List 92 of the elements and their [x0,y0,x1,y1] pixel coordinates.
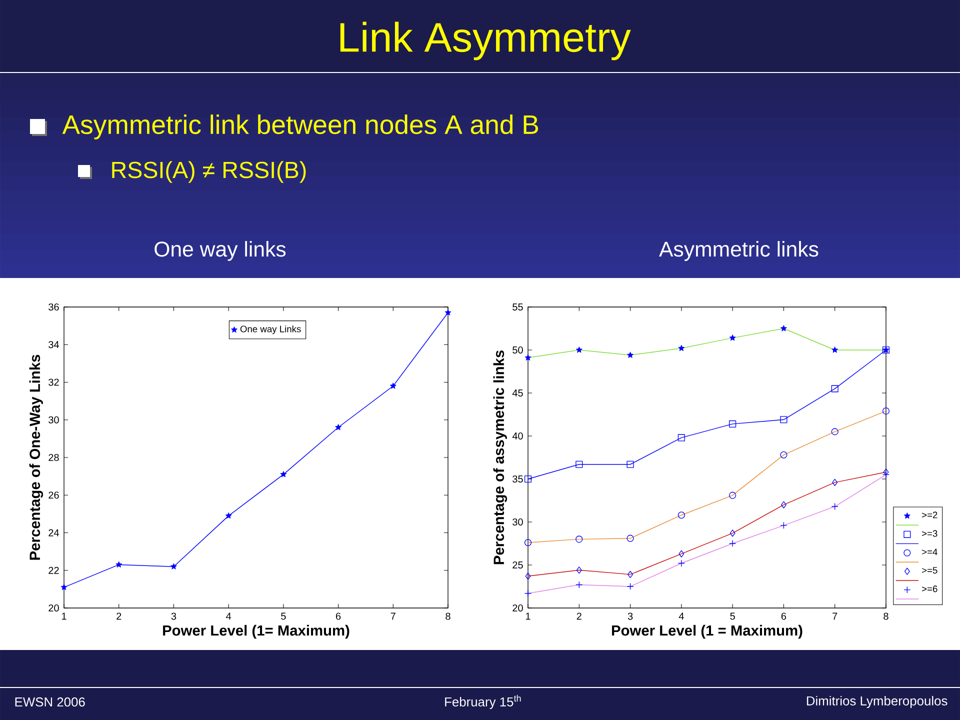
point [626,534,634,542]
x-tick-label: 4 [226,612,232,620]
x-tick-label: 3 [171,612,176,620]
point [628,570,634,578]
x-tick-label: 3 [628,612,633,620]
point [780,451,788,458]
point [729,492,736,499]
x-tick-label: 7 [832,612,838,620]
line-series [528,410,886,543]
point [780,416,788,424]
point [729,334,736,341]
text: EWSN 2006 [15,697,85,707]
line-series [528,472,886,577]
y-tick-label: 45 [512,390,523,396]
point [116,561,122,568]
x-tick-label: 1 [62,612,66,620]
point [678,550,684,558]
point [626,460,634,468]
x-tick-label: 6 [336,612,341,620]
point [627,352,634,358]
point [524,539,532,546]
x-tick-label: 6 [781,612,786,620]
point [524,475,532,483]
y-tick-label: 55 [512,304,523,310]
point [524,354,532,361]
x-tick-label: 7 [390,612,396,620]
x-tick-label: 4 [678,612,684,620]
y-tick-label: 25 [512,561,523,569]
point [170,563,177,570]
y-tick-label: 32 [48,378,59,386]
point [831,385,838,392]
point [576,566,582,574]
text: Asymmetric link between nodes A and B [62,114,538,140]
point [444,309,452,316]
legend-label: >=4 [922,548,938,556]
point [225,512,232,519]
point [832,478,838,486]
point [60,584,68,590]
x-tick-label: 8 [884,612,888,620]
x-tick-label: 5 [730,612,735,620]
x-tick-label: 5 [281,612,286,620]
text: Link Asymmetry [340,22,631,60]
point [882,408,890,415]
y-tick-label: 20 [512,604,523,612]
y-axis-title: Percentage of assymetric links [493,350,508,564]
point [780,325,787,332]
y-tick-label: 20 [48,604,59,612]
x-axis-title: Power Level (1 = Maximum) [612,624,802,639]
y-tick-label: 22 [48,566,59,574]
point [678,434,685,442]
x-axis-title: Power Level (1= Maximum) [163,624,350,639]
y-tick-label: 30 [48,416,59,424]
point [729,420,736,428]
y-tick-label: 28 [48,454,59,462]
x-tick-label: 2 [116,612,122,620]
y-tick-label: 24 [48,529,60,536]
legend-label: >=2 [922,512,938,518]
point [678,344,685,352]
y-tick-label: 35 [512,475,523,483]
x-tick-label: 1 [526,612,530,620]
point [576,346,582,353]
y-tick-label: 26 [48,492,59,499]
point [883,468,889,476]
point [780,501,786,508]
legend-label: >=5 [922,567,938,574]
x-tick-label: 2 [576,612,582,620]
y-tick-label: 30 [512,518,523,526]
y-tick-label: 34 [48,341,60,348]
point [576,460,583,468]
line-series [528,474,886,594]
point [335,424,342,430]
chart-title: One way links [154,241,286,261]
point [280,471,287,478]
point [730,530,736,537]
text: February 15$^{th}$ [445,694,521,710]
y-tick-label: 36 [48,303,59,311]
text: Dimitrios Lymberopoulos [806,696,948,708]
y-axis-title: Percentage of One-Way Links [29,354,44,560]
point [832,346,838,353]
point [831,428,838,436]
point [525,572,531,580]
legend-label: >=6 [922,586,938,592]
point [390,382,396,389]
y-tick-label: 40 [512,432,523,440]
y-tick-label: 50 [512,346,523,354]
x-tick-label: 8 [446,612,450,620]
chart-title: Asymmetric links [659,241,818,261]
legend-label: One way Links [240,325,301,334]
legend-label: >=3 [922,530,938,537]
point [576,536,583,543]
text: RSSI(A) ≠ RSSI(B) [112,161,306,183]
point [678,512,685,519]
